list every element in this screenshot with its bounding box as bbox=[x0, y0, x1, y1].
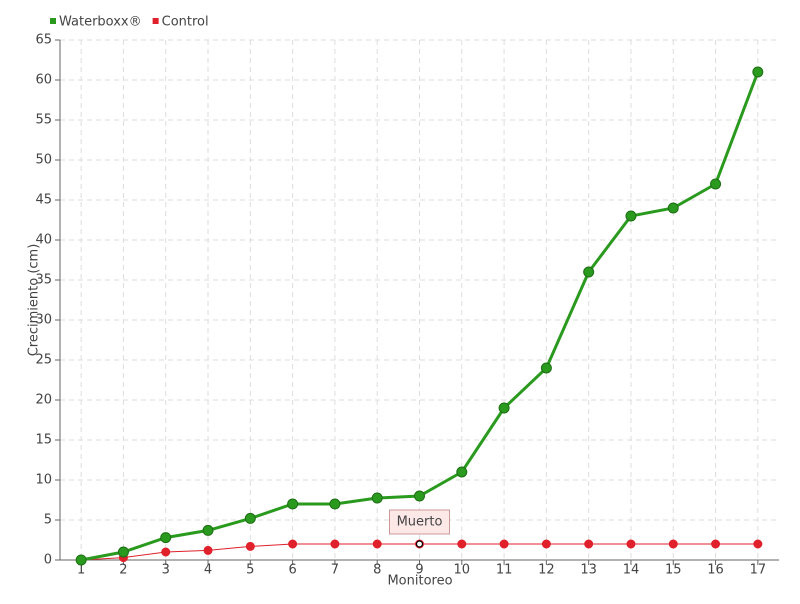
data-point bbox=[245, 541, 255, 551]
y-tick-label: 20 bbox=[35, 393, 52, 408]
y-tick-label: 15 bbox=[35, 433, 52, 448]
y-tick-label: 40 bbox=[35, 233, 52, 248]
x-tick-label: 4 bbox=[204, 563, 212, 578]
x-tick-label: 7 bbox=[331, 563, 339, 578]
y-tick-label: 65 bbox=[35, 33, 52, 48]
data-point bbox=[668, 539, 678, 549]
data-point bbox=[498, 402, 510, 414]
y-tick-label: 45 bbox=[35, 193, 52, 208]
x-tick-label: 16 bbox=[707, 563, 724, 578]
data-point bbox=[244, 512, 256, 524]
x-tick-label: 2 bbox=[119, 563, 127, 578]
x-tick-label: 12 bbox=[538, 563, 555, 578]
y-tick-label: 5 bbox=[44, 513, 52, 528]
data-point bbox=[752, 66, 764, 78]
data-point bbox=[583, 266, 595, 278]
data-point bbox=[161, 547, 171, 557]
data-point bbox=[203, 545, 213, 555]
data-point bbox=[710, 178, 722, 190]
x-tick-label: 5 bbox=[246, 563, 254, 578]
annotation-text: Muerto bbox=[397, 515, 443, 530]
y-tick-label: 0 bbox=[44, 553, 52, 568]
data-point bbox=[372, 539, 382, 549]
data-point bbox=[667, 202, 679, 214]
legend-marker bbox=[50, 18, 56, 24]
data-point bbox=[202, 524, 214, 536]
x-axis-label: Monitoreo bbox=[387, 574, 452, 589]
annotation-marker bbox=[415, 540, 424, 548]
x-tick-label: 1 bbox=[77, 563, 85, 578]
data-point bbox=[541, 539, 551, 549]
data-point bbox=[371, 492, 383, 504]
data-point bbox=[330, 539, 340, 549]
y-tick-label: 30 bbox=[35, 313, 52, 328]
y-tick-label: 10 bbox=[35, 473, 52, 488]
data-point bbox=[499, 539, 509, 549]
data-point bbox=[287, 498, 299, 510]
data-point bbox=[540, 362, 552, 374]
y-tick-label: 55 bbox=[35, 113, 52, 128]
x-tick-label: 9 bbox=[415, 563, 423, 578]
data-point bbox=[75, 554, 87, 566]
series-line bbox=[80, 71, 760, 562]
x-tick-label: 8 bbox=[373, 563, 381, 578]
data-point bbox=[711, 539, 721, 549]
annotation-box bbox=[389, 509, 450, 535]
x-tick-label: 10 bbox=[454, 563, 471, 578]
data-point bbox=[160, 532, 172, 544]
y-axis-label: Crecimiento (cm) bbox=[27, 244, 42, 357]
x-tick-label: 6 bbox=[288, 563, 296, 578]
x-tick-label: 14 bbox=[623, 563, 640, 578]
x-tick-label: 17 bbox=[750, 563, 767, 578]
data-point bbox=[626, 539, 636, 549]
legend-label: Waterboxx® bbox=[59, 15, 142, 30]
data-point bbox=[584, 539, 594, 549]
data-point bbox=[456, 466, 468, 478]
data-point bbox=[414, 490, 425, 502]
data-point bbox=[329, 498, 341, 510]
y-tick-label: 50 bbox=[35, 153, 52, 168]
data-point bbox=[288, 539, 298, 549]
x-tick-label: 11 bbox=[496, 563, 513, 578]
y-tick-label: 60 bbox=[35, 73, 52, 88]
legend-marker bbox=[152, 18, 159, 24]
y-tick-label: 35 bbox=[35, 273, 52, 288]
data-point bbox=[457, 539, 467, 549]
legend-label: Control bbox=[162, 15, 209, 30]
data-point bbox=[625, 210, 637, 222]
data-point bbox=[117, 546, 129, 558]
x-tick-label: 15 bbox=[665, 563, 682, 578]
x-tick-label: 3 bbox=[162, 563, 170, 578]
x-tick-label: 13 bbox=[580, 563, 597, 578]
y-tick-label: 25 bbox=[35, 353, 52, 368]
data-point bbox=[753, 539, 763, 549]
